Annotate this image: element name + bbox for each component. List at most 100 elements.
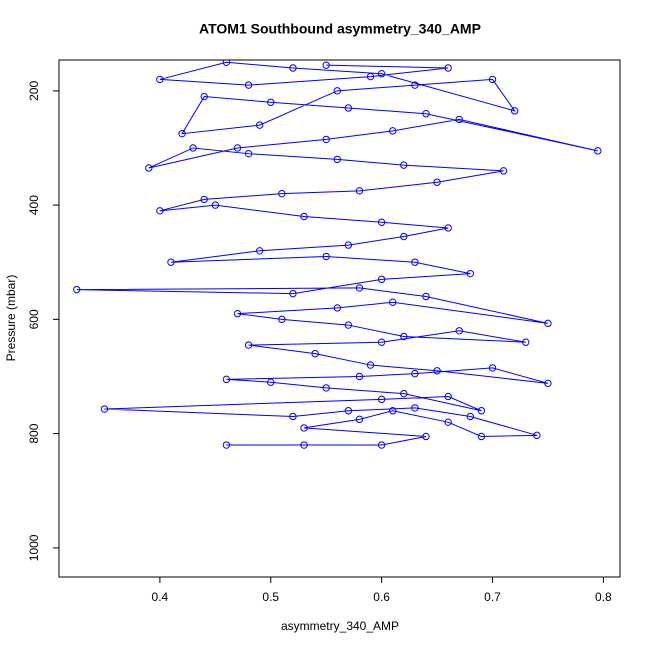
y-tick-label: 800: [27, 423, 41, 443]
data-point: [355, 372, 364, 381]
x-axis-label: asymmetry_340_AMP: [281, 619, 399, 633]
data-point: [594, 147, 602, 155]
plot-frame: [58, 59, 621, 578]
data-point: [377, 395, 386, 404]
data-point: [389, 127, 397, 135]
data-point: [444, 418, 452, 426]
data-point: [411, 369, 419, 378]
data-point: [255, 121, 264, 129]
data-point: [255, 247, 264, 255]
data-point: [466, 269, 475, 278]
data-point: [533, 431, 541, 440]
data-point: [322, 384, 330, 392]
data-point: [344, 407, 353, 415]
data-point: [366, 72, 375, 81]
data-point: [522, 338, 530, 346]
data-point: [400, 332, 408, 341]
data-point: [300, 424, 308, 432]
data-point: [211, 201, 220, 209]
data-point: [73, 285, 81, 294]
data-point: [488, 75, 497, 84]
data-point: [477, 407, 486, 415]
data-point: [389, 407, 397, 415]
data-point: [499, 167, 508, 175]
data-point: [344, 104, 353, 112]
data-point: [244, 81, 253, 89]
data-point: [400, 232, 408, 241]
data-point: [289, 412, 297, 421]
data-point: [377, 338, 386, 346]
data-point: [344, 321, 353, 329]
data-point: [444, 224, 452, 232]
chart-title: ATOM1 Southbound asymmetry_340_AMP: [199, 21, 481, 37]
x-tick-label: 0.8: [595, 590, 612, 604]
data-point: [510, 107, 519, 115]
data-point: [300, 441, 308, 449]
data-point: [466, 412, 475, 421]
data-point: [377, 218, 386, 226]
plot-area: [73, 60, 602, 449]
data-point: [244, 341, 253, 349]
y-tick-label: 600: [27, 309, 41, 329]
y-tick-label: 200: [27, 81, 41, 101]
data-point: [156, 75, 164, 84]
data-point: [411, 258, 419, 266]
data-point: [278, 189, 286, 198]
data-point: [244, 149, 253, 158]
data-point: [422, 292, 430, 301]
data-point: [322, 135, 330, 144]
data-point: [311, 349, 319, 358]
data-point: [333, 155, 341, 164]
data-point: [278, 315, 286, 324]
data-point: [355, 415, 364, 424]
data-point: [289, 64, 297, 72]
y-tick-label: 1000: [27, 534, 41, 561]
data-line: [76, 61, 598, 446]
data-point: [300, 212, 308, 221]
data-point: [167, 258, 175, 266]
data-point: [322, 61, 330, 69]
data-point: [455, 327, 463, 335]
data-point: [222, 60, 231, 66]
data-point: [411, 81, 419, 89]
data-point: [444, 392, 452, 401]
data-point: [400, 389, 408, 398]
data-point: [477, 432, 486, 441]
x-tick-label: 0.6: [373, 590, 390, 604]
data-point: [389, 298, 397, 306]
y-axis-label: Pressure (mbar): [4, 275, 18, 362]
data-point: [433, 178, 441, 186]
data-point: [267, 98, 275, 106]
data-point: [178, 129, 186, 138]
data-point: [377, 441, 386, 449]
data-point: [100, 405, 109, 413]
x-tick-label: 0.7: [484, 590, 501, 604]
data-point: [200, 195, 208, 204]
data-point: [355, 187, 364, 195]
data-point: [377, 70, 386, 78]
x-tick-label: 0.5: [262, 590, 279, 604]
data-point: [544, 319, 552, 328]
data-point: [333, 304, 341, 312]
data-point: [377, 275, 386, 284]
data-point: [289, 289, 297, 298]
data-point: [433, 367, 441, 375]
data-point: [222, 441, 231, 449]
data-point: [344, 241, 353, 249]
data-point: [544, 379, 552, 388]
data-point: [444, 64, 452, 72]
data-point: [355, 284, 364, 292]
data-point: [400, 161, 408, 169]
data-point: [189, 144, 197, 152]
data-point: [488, 364, 497, 372]
data-point: [200, 92, 208, 101]
data-point: [156, 207, 164, 215]
data-point: [322, 252, 330, 261]
data-point: [233, 309, 242, 318]
data-point: [455, 115, 463, 124]
data-point: [267, 378, 275, 386]
data-point: [233, 144, 242, 152]
y-tick-label: 400: [27, 195, 41, 215]
